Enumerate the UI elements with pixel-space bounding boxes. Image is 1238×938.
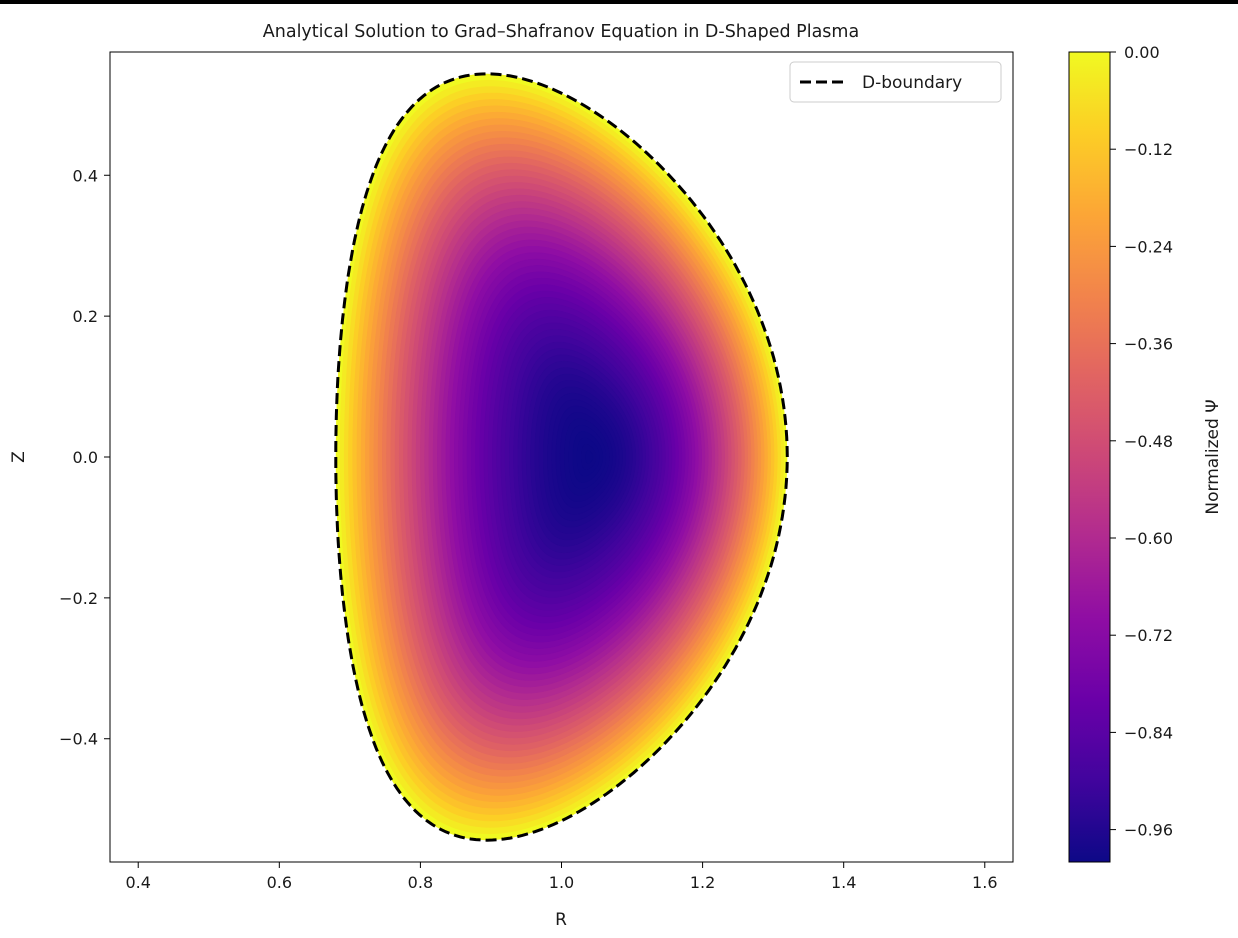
y-axis-label: Z xyxy=(9,451,29,463)
colorbar-tick-label: −0.48 xyxy=(1124,432,1173,451)
colorbar-tick-label: −0.36 xyxy=(1124,335,1173,354)
legend-box xyxy=(789,61,1002,103)
colorbar-tick-label: −0.12 xyxy=(1124,140,1173,159)
legend-label-d-boundary: D-boundary xyxy=(862,73,962,93)
x-tick-label: 0.8 xyxy=(408,873,433,892)
colorbar-tick-label: 0.00 xyxy=(1124,43,1160,62)
x-tick-label: 1.6 xyxy=(972,873,997,892)
colorbar-tick-label: −0.84 xyxy=(1124,723,1173,742)
y-tick-label: 0.2 xyxy=(73,307,98,326)
top-border xyxy=(0,0,1238,4)
psi-contour-level xyxy=(585,450,594,464)
colorbar-ticks: 0.00 −0.12 −0.24 −0.36 −0.48 −0.60 −0.72 −0.84 −… xyxy=(1110,43,1173,840)
colorbar-frame xyxy=(1068,51,1111,863)
x-axis-ticks: 0.4 0.6 0.8 1.0 1.2 1.4 1.6 xyxy=(125,862,998,892)
colorbar-label: Normalized Ψ xyxy=(1203,399,1223,514)
chart-title: Analytical Solution to Grad–Shafranov Eq… xyxy=(263,22,859,42)
x-tick-label: 1.4 xyxy=(831,873,856,892)
x-axis-label: R xyxy=(555,910,567,930)
y-tick-label: 0.0 xyxy=(73,448,98,467)
x-tick-label: 1.0 xyxy=(549,873,574,892)
y-tick-label: −0.2 xyxy=(59,589,98,608)
colorbar: 0.00 −0.12 −0.24 −0.36 −0.48 −0.60 −0.72 −0.84 −… xyxy=(1068,43,1223,863)
colorbar-tick-label: −0.24 xyxy=(1124,237,1173,256)
x-tick-label: 1.2 xyxy=(690,873,715,892)
colorbar-tick-label: −0.72 xyxy=(1124,626,1173,645)
legend: D-boundary xyxy=(789,61,1002,103)
y-axis-ticks: −0.4 −0.2 0.0 0.2 0.4 xyxy=(59,166,110,749)
x-tick-label: 0.4 xyxy=(125,873,150,892)
y-tick-label: 0.4 xyxy=(73,166,98,185)
colorbar-tick-label: −0.60 xyxy=(1124,529,1173,548)
x-tick-label: 0.6 xyxy=(267,873,292,892)
d-boundary-line xyxy=(334,72,789,842)
psi-field xyxy=(335,73,788,841)
colorbar-fill xyxy=(1069,52,1110,862)
colorbar-tick-label: −0.96 xyxy=(1124,821,1173,840)
y-tick-label: −0.4 xyxy=(59,730,98,749)
